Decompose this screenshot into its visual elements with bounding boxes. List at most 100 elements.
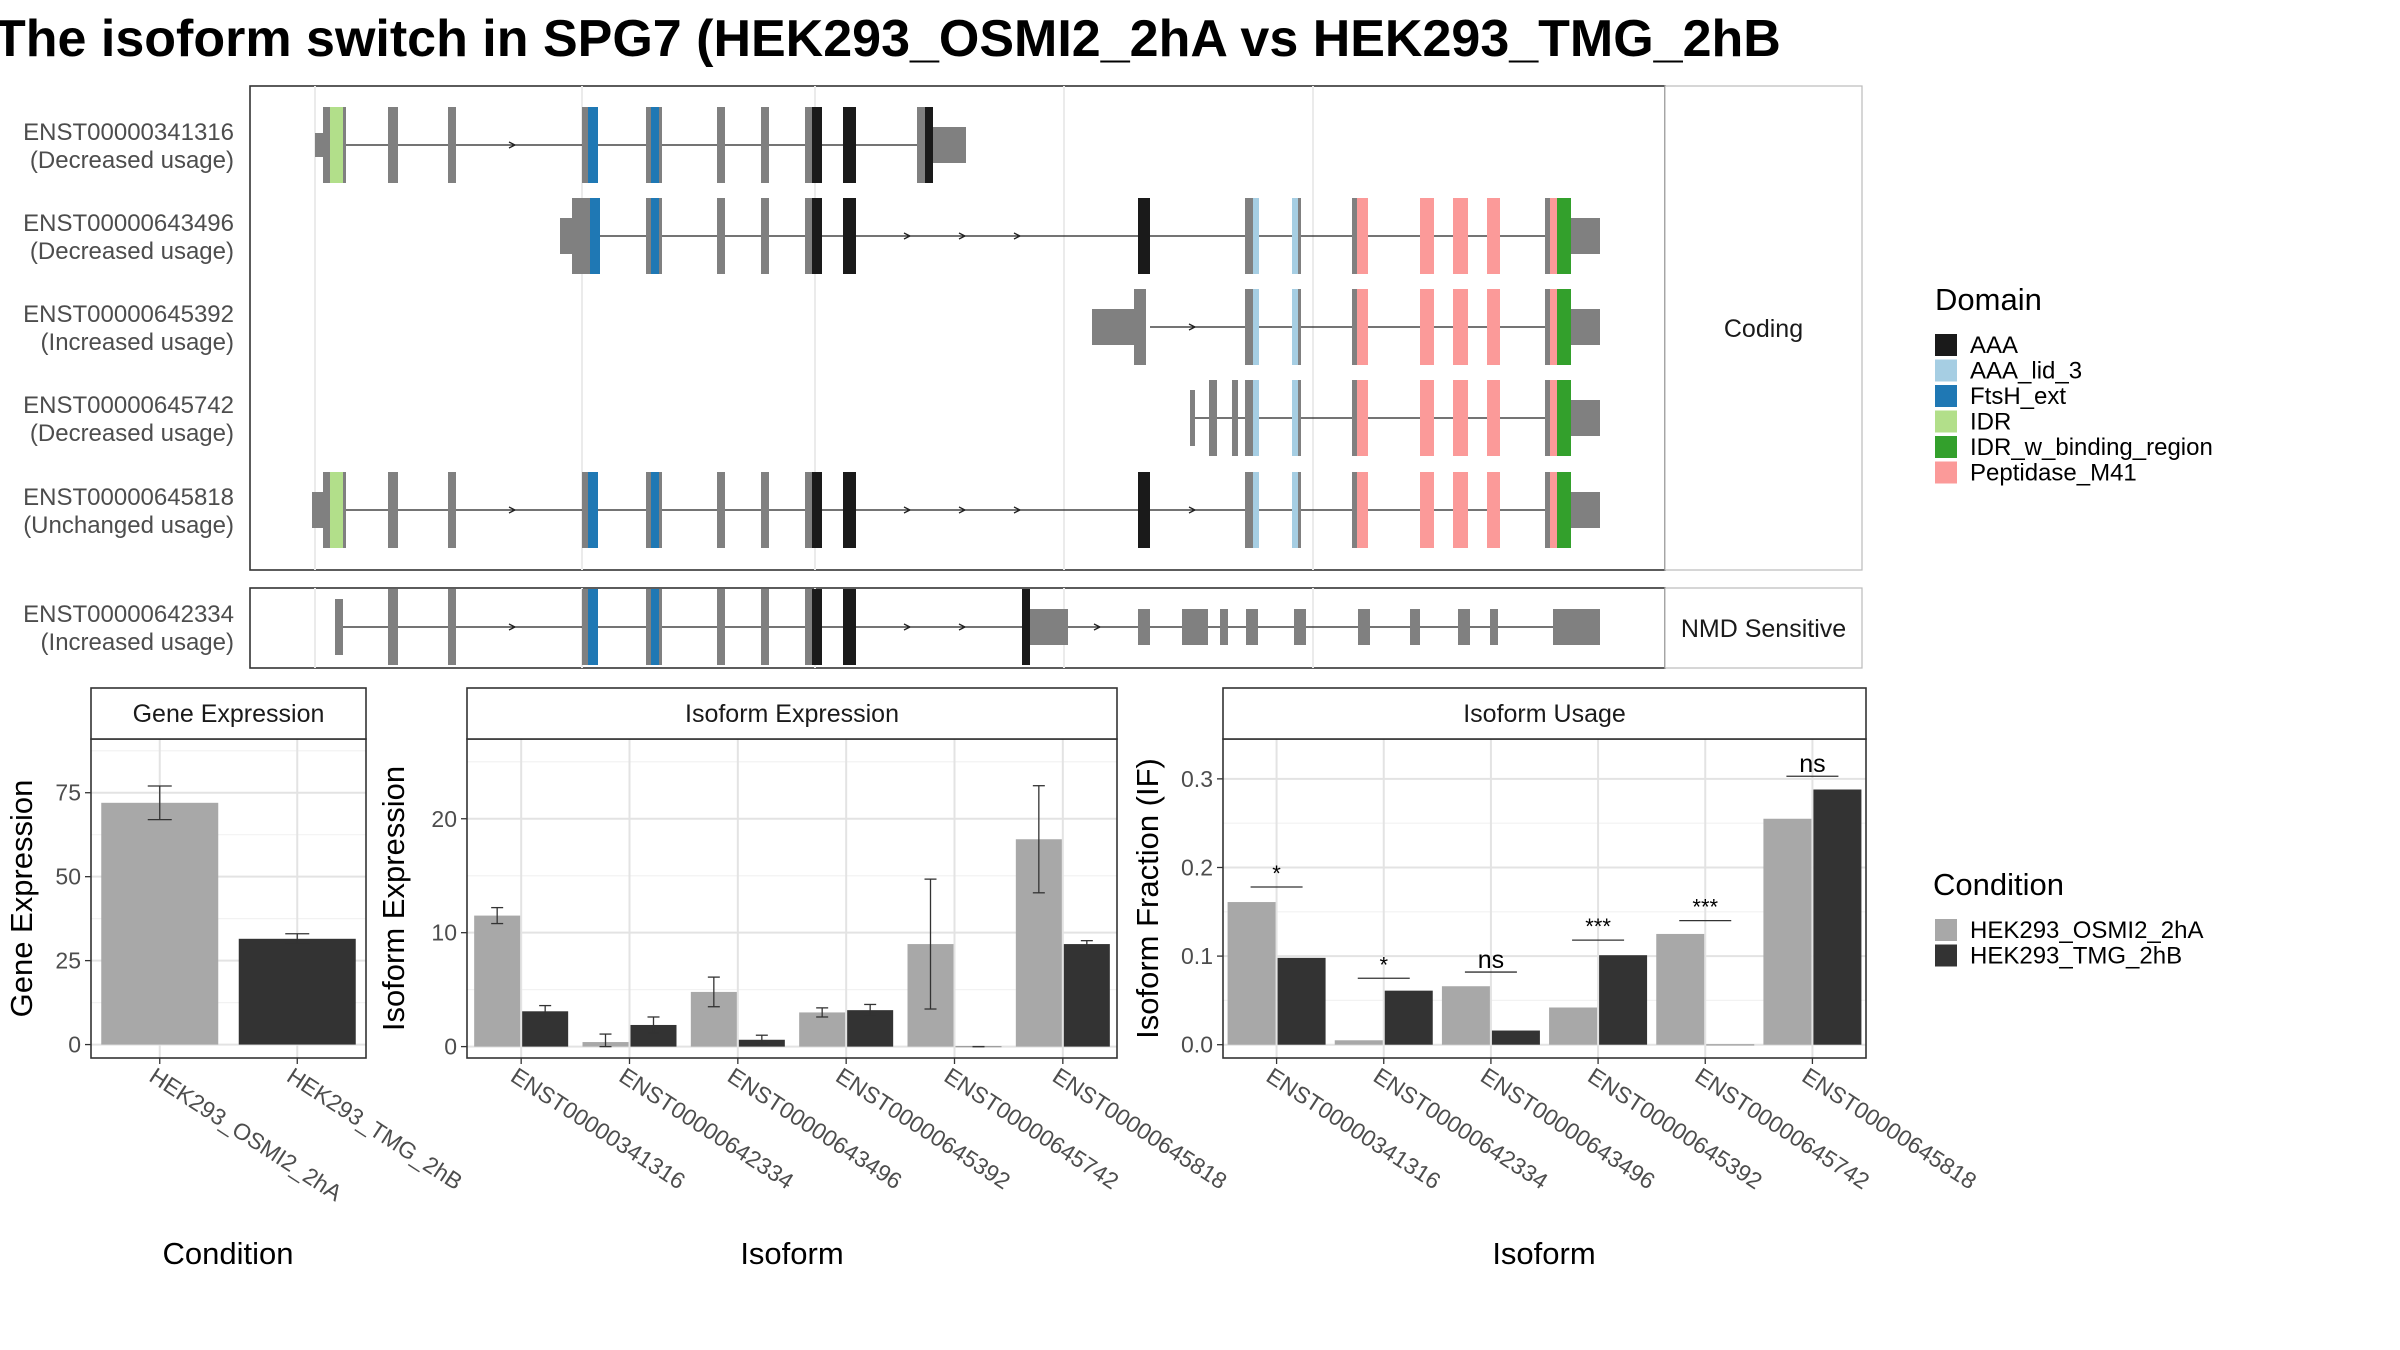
exon: [1357, 198, 1368, 274]
exon: [388, 107, 398, 183]
exon: [343, 107, 346, 183]
transcript-usage-label: (Increased usage): [41, 329, 234, 356]
exon: [582, 472, 588, 548]
bar: [1227, 902, 1276, 1045]
condition-legend-key: [1935, 944, 1957, 967]
strand-arrow: [1093, 623, 1102, 631]
exon: [323, 472, 330, 548]
bar: [1384, 990, 1433, 1045]
transcript-id-label: ENST00000645742: [23, 392, 234, 419]
x-tick-label: ENST00000642334: [615, 1062, 799, 1194]
exon: [1453, 472, 1468, 548]
exon: [1557, 289, 1571, 365]
exon: [646, 472, 651, 548]
exon: [582, 198, 590, 274]
exon: [761, 107, 769, 183]
exon: [659, 589, 662, 665]
exon: [1030, 609, 1068, 645]
exon: [1550, 198, 1557, 274]
transcript-track-642334: [335, 589, 1600, 665]
plot-background: [467, 739, 1117, 1058]
exon: [343, 472, 346, 548]
exon: [1545, 472, 1550, 548]
exon: [651, 589, 659, 665]
strand-arrow: [903, 232, 912, 240]
exon: [1138, 198, 1150, 274]
exon: [335, 599, 343, 655]
exon: [1253, 289, 1259, 365]
exon: [388, 472, 398, 548]
exon: [1298, 198, 1301, 274]
transcript-usage-label: (Increased usage): [41, 629, 234, 656]
exon: [330, 472, 343, 548]
exon: [1253, 380, 1259, 456]
exon: [588, 472, 598, 548]
exon: [1232, 380, 1238, 456]
exon: [1246, 609, 1258, 645]
exon: [582, 589, 588, 665]
x-tick-label: ENST00000643496: [1476, 1062, 1660, 1194]
strand-arrow: [1013, 506, 1022, 514]
exon: [1420, 198, 1434, 274]
exon: [1352, 380, 1357, 456]
y-tick-label: 0.2: [1181, 854, 1213, 880]
chart-strip: [90, 687, 367, 740]
exon: [1420, 380, 1434, 456]
exon: [1553, 609, 1600, 645]
exon: [1458, 609, 1470, 645]
facet-strip-label: NMD Sensitive: [1681, 615, 1846, 643]
exon: [1420, 472, 1434, 548]
exon: [843, 589, 856, 665]
x-tick-label: ENST00000645742: [1691, 1062, 1875, 1194]
domain-legend-key: [1935, 436, 1957, 458]
strand-arrow: [903, 623, 912, 631]
x-tick-label: ENST00000645818: [1048, 1062, 1232, 1194]
transcript-id-label: ENST00000643496: [23, 210, 234, 237]
significance-label: ***: [1585, 914, 1611, 939]
bar: [1656, 933, 1705, 1045]
exon: [1292, 380, 1298, 456]
exon: [1571, 309, 1600, 345]
y-axis-title: Isoform Fraction (IF): [1130, 758, 1165, 1039]
exon: [1245, 198, 1253, 274]
bar: [1063, 944, 1110, 1047]
exon: [805, 198, 812, 274]
x-tick-label: ENST00000642334: [1369, 1062, 1553, 1194]
exon: [1134, 289, 1146, 365]
y-tick-label: 10: [431, 920, 457, 946]
exon: [448, 472, 456, 548]
bar: [474, 915, 521, 1047]
exon: [761, 198, 769, 274]
transcript-id-label: ENST00000645818: [23, 484, 234, 511]
chart-strip: [1222, 687, 1867, 740]
exon: [1182, 609, 1208, 645]
exon: [1545, 198, 1550, 274]
exon: [1138, 609, 1150, 645]
exon: [761, 589, 769, 665]
figure-title: The isoform switch in SPG7 (HEK293_OSMI2…: [0, 10, 1781, 68]
exon: [917, 107, 925, 183]
exon: [1490, 609, 1498, 645]
exon: [812, 198, 822, 274]
exon: [651, 472, 659, 548]
domain-legend-key: [1935, 410, 1957, 433]
exon: [560, 218, 572, 254]
domain-legend-key: [1935, 359, 1957, 382]
bar: [1549, 1007, 1598, 1045]
bar: [630, 1024, 677, 1047]
significance-label: *: [1379, 952, 1388, 977]
strand-arrow: [903, 506, 912, 514]
exon: [1138, 472, 1150, 548]
exon: [1571, 218, 1600, 254]
exon: [1294, 609, 1306, 645]
exon: [659, 198, 662, 274]
exon: [1253, 198, 1259, 274]
exon: [582, 107, 588, 183]
exon: [761, 472, 769, 548]
exon: [1209, 380, 1217, 456]
condition-legend-title: Condition: [1933, 867, 2064, 902]
domain-legend-key: [1935, 461, 1957, 484]
x-axis-title: Condition: [163, 1236, 294, 1271]
exon: [1245, 289, 1253, 365]
